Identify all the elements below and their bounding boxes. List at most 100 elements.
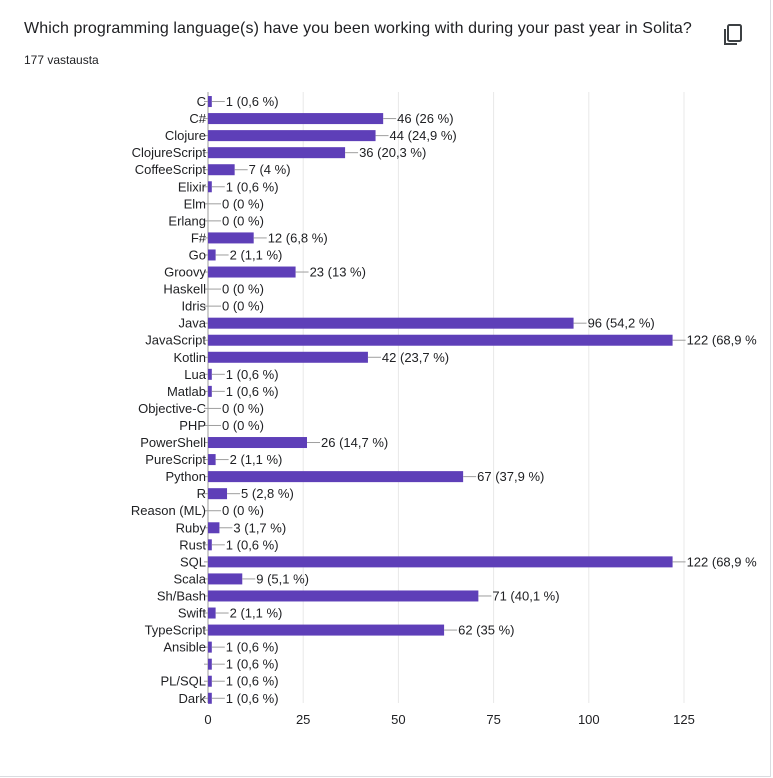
category-label: R bbox=[197, 486, 206, 501]
bar bbox=[208, 437, 308, 449]
data-label: 62 (35 %) bbox=[458, 623, 514, 638]
data-label: 0 (0 %) bbox=[222, 196, 264, 211]
data-label: 71 (40,1 %) bbox=[492, 588, 559, 603]
data-label: 26 (14,7 %) bbox=[321, 435, 388, 450]
response-count: 177 vastausta bbox=[24, 53, 99, 67]
data-label: 46 (26 %) bbox=[397, 111, 453, 126]
data-label: 36 (20,3 %) bbox=[359, 145, 426, 160]
bar bbox=[208, 147, 346, 159]
category-label: Python bbox=[166, 469, 206, 484]
category-label: Lua bbox=[184, 367, 206, 382]
bar bbox=[208, 96, 212, 108]
data-label: 2 (1,1 %) bbox=[230, 606, 283, 621]
copy-icon bbox=[724, 24, 742, 45]
category-label: ClojureScript bbox=[132, 145, 207, 160]
data-label: 0 (0 %) bbox=[222, 282, 264, 297]
data-label: 1 (0,6 %) bbox=[226, 657, 279, 672]
copy-chart-button[interactable] bbox=[718, 21, 746, 49]
data-label: 1 (0,6 %) bbox=[226, 367, 279, 382]
data-label: 1 (0,6 %) bbox=[226, 94, 279, 109]
bar bbox=[208, 113, 384, 125]
category-label: Go bbox=[189, 247, 206, 262]
bar bbox=[208, 556, 673, 568]
bar bbox=[208, 266, 296, 278]
category-label: PureScript bbox=[145, 452, 206, 467]
data-label: 0 (0 %) bbox=[222, 213, 264, 228]
category-label: Haskell bbox=[163, 282, 206, 297]
bar bbox=[208, 164, 235, 176]
x-tick-label: 100 bbox=[578, 712, 600, 727]
data-label: 1 (0,6 %) bbox=[226, 674, 279, 689]
data-label: 5 (2,8 %) bbox=[241, 486, 294, 501]
data-label: 0 (0 %) bbox=[222, 401, 264, 416]
category-label: C# bbox=[189, 111, 206, 126]
category-label: Elm bbox=[184, 196, 206, 211]
category-label: SQL bbox=[180, 554, 206, 569]
data-label: 0 (0 %) bbox=[222, 418, 264, 433]
data-label: 9 (5,1 %) bbox=[256, 571, 309, 586]
category-label: PHP bbox=[179, 418, 206, 433]
data-label: 1 (0,6 %) bbox=[226, 640, 279, 655]
bar bbox=[208, 130, 376, 142]
data-label: 23 (13 %) bbox=[310, 265, 366, 280]
data-label: 122 (68,9 % bbox=[687, 333, 758, 348]
data-label: 42 (23,7 %) bbox=[382, 350, 449, 365]
category-label: TypeScript bbox=[145, 623, 207, 638]
bar bbox=[208, 641, 212, 653]
bar bbox=[208, 454, 216, 466]
bar bbox=[208, 334, 673, 346]
bar bbox=[208, 607, 216, 619]
bar bbox=[208, 232, 254, 244]
category-label: Java bbox=[179, 316, 207, 331]
data-label: 2 (1,1 %) bbox=[230, 247, 283, 262]
bar bbox=[208, 539, 212, 551]
category-label: Groovy bbox=[164, 265, 206, 280]
data-label: 0 (0 %) bbox=[222, 299, 264, 314]
category-label: CoffeeScript bbox=[135, 162, 207, 177]
bar bbox=[208, 590, 479, 602]
category-label: F# bbox=[191, 230, 207, 245]
category-label: Sh/Bash bbox=[157, 588, 206, 603]
category-label: Clojure bbox=[165, 128, 206, 143]
category-label: C bbox=[197, 94, 206, 109]
x-tick-label: 125 bbox=[673, 712, 695, 727]
data-label: 3 (1,7 %) bbox=[233, 520, 286, 535]
category-label: Ansible bbox=[163, 640, 206, 655]
bar bbox=[208, 368, 212, 380]
data-label: 0 (0 %) bbox=[222, 503, 264, 518]
category-label: Idris bbox=[181, 299, 206, 314]
category-label: PowerShell bbox=[140, 435, 206, 450]
bar bbox=[208, 675, 212, 687]
data-label: 12 (6,8 %) bbox=[268, 230, 328, 245]
category-label: Dark bbox=[179, 691, 207, 706]
category-label: Reason (ML) bbox=[131, 503, 206, 518]
category-label: Elixir bbox=[178, 179, 207, 194]
bar bbox=[208, 249, 216, 261]
data-label: 7 (4 %) bbox=[249, 162, 291, 177]
data-label: 67 (37,9 %) bbox=[477, 469, 544, 484]
bar bbox=[208, 471, 464, 483]
bar bbox=[208, 385, 212, 397]
category-label: Swift bbox=[178, 606, 207, 621]
x-tick-label: 50 bbox=[391, 712, 405, 727]
bar bbox=[208, 181, 212, 193]
bar bbox=[208, 624, 445, 636]
bar bbox=[208, 488, 228, 500]
data-label: 1 (0,6 %) bbox=[226, 179, 279, 194]
bar bbox=[208, 658, 212, 670]
question-title: Which programming language(s) have you b… bbox=[24, 20, 692, 37]
bar bbox=[208, 573, 243, 585]
bar bbox=[208, 317, 574, 329]
data-label: 96 (54,2 %) bbox=[588, 316, 655, 331]
data-label: 1 (0,6 %) bbox=[226, 691, 279, 706]
x-tick-label: 25 bbox=[296, 712, 310, 727]
data-label: 122 (68,9 % bbox=[687, 554, 758, 569]
x-tick-label: 75 bbox=[486, 712, 500, 727]
category-label: Objective-C bbox=[138, 401, 206, 416]
category-label: Matlab bbox=[167, 384, 206, 399]
category-label: Rust bbox=[179, 537, 206, 552]
category-label: Scala bbox=[173, 571, 206, 586]
category-label: Kotlin bbox=[173, 350, 206, 365]
